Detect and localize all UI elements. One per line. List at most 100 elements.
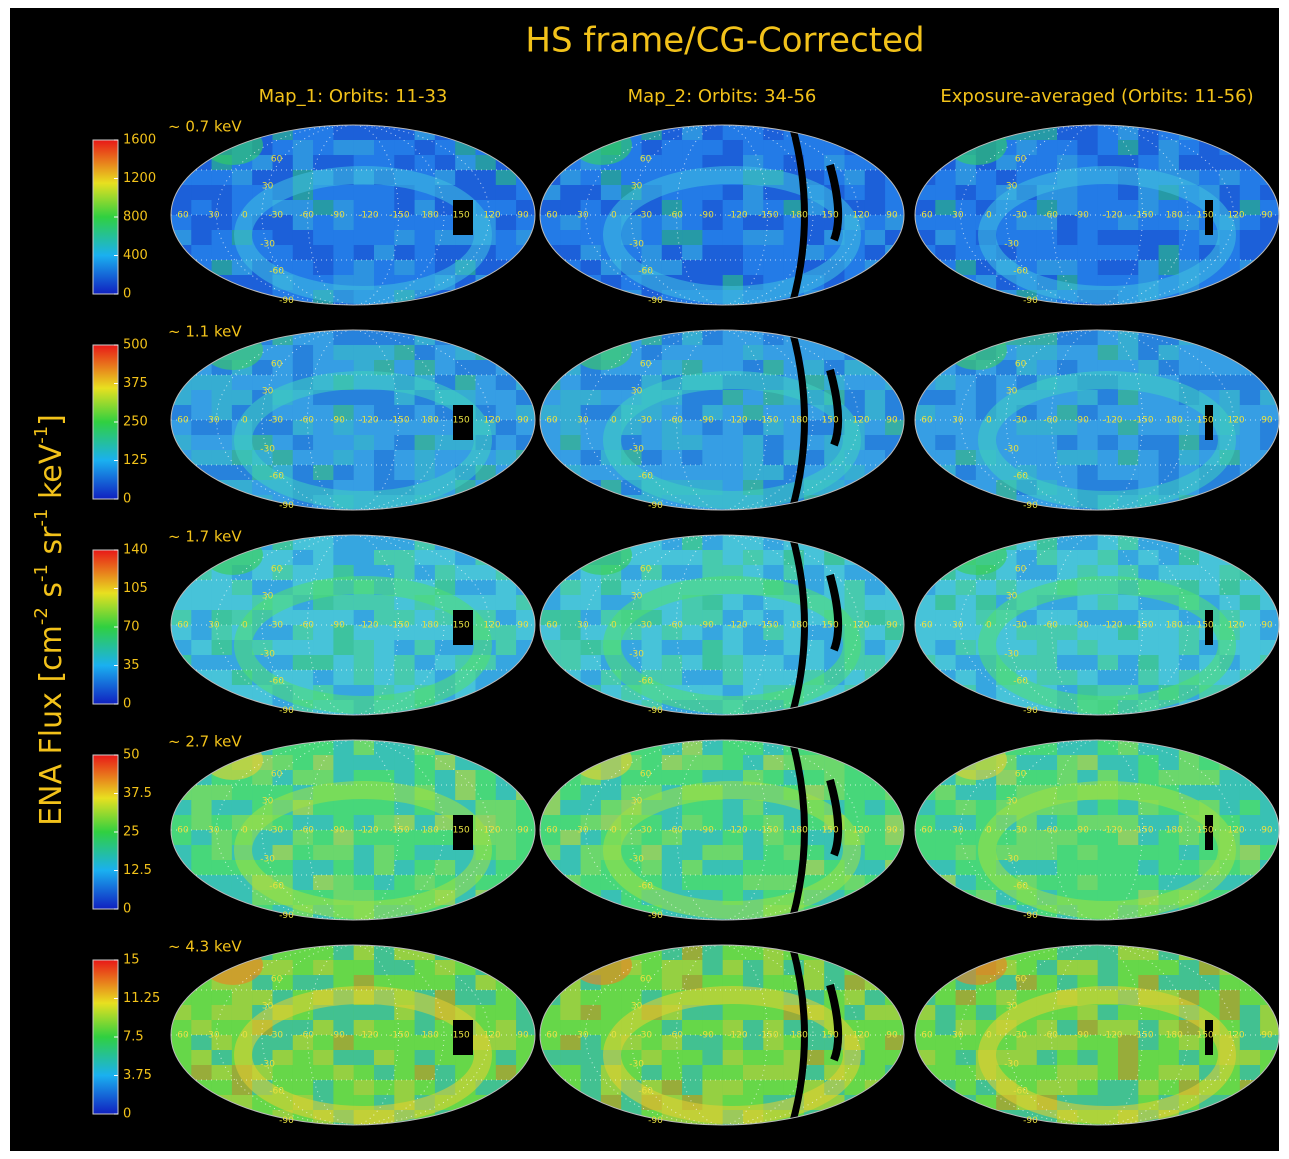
- map-pixel: [292, 140, 314, 155]
- map-pixel: [394, 345, 415, 360]
- map-pixel: [702, 770, 723, 785]
- map-pixel: [1077, 230, 1098, 245]
- map-pixel: [333, 1080, 354, 1095]
- longitude-label: 150: [822, 416, 839, 426]
- map-pixel: [1178, 755, 1200, 770]
- map-pixel: [682, 1065, 703, 1080]
- longitude-label: -60: [299, 621, 314, 631]
- label-part: sr: [34, 526, 69, 564]
- map-pixel: [1036, 465, 1058, 480]
- map-pixel: [641, 960, 662, 975]
- map-pixel: [292, 655, 314, 670]
- map-pixel: [252, 640, 273, 655]
- map-pixel: [803, 975, 825, 990]
- map-pixel: [996, 230, 1017, 245]
- map-pixel: [743, 230, 764, 245]
- map-pixel: [763, 465, 784, 480]
- map-pixel: [955, 450, 976, 465]
- map-pixel: [600, 990, 622, 1005]
- longitude-label: -120: [1102, 621, 1123, 631]
- map-pixel: [1097, 330, 1118, 345]
- map-pixel: [434, 565, 456, 580]
- map-pixel: [1178, 975, 1200, 990]
- longitude-label: 150: [822, 826, 839, 836]
- map-pixel: [252, 580, 273, 595]
- map-pixel: [641, 845, 662, 860]
- meridian: [1005, 330, 1189, 510]
- map-pixel: [864, 170, 886, 185]
- map-pixel: [743, 345, 764, 360]
- map-pixel: [313, 550, 334, 565]
- map-pixel: [394, 640, 415, 655]
- map-pixel: [1057, 405, 1078, 420]
- map-pixel: [722, 800, 743, 815]
- map-pixel: [353, 535, 374, 550]
- map-pixel: [1036, 1065, 1058, 1080]
- map-pixel: [682, 260, 703, 275]
- longitude-label: -120: [1102, 211, 1123, 221]
- map-pixel: [864, 655, 886, 670]
- map-pixel: [560, 610, 581, 625]
- map-pixel: [1097, 450, 1118, 465]
- longitude-label: -60: [299, 1031, 314, 1041]
- map-pixel: [864, 595, 886, 610]
- map-pixel: [1097, 390, 1118, 405]
- map-pixel: [516, 215, 535, 230]
- map-pixel: [641, 1020, 662, 1035]
- map-pixel: [682, 755, 703, 770]
- map-pixel: [682, 670, 703, 685]
- map-pixel: [353, 185, 374, 200]
- data-gap: [826, 368, 843, 447]
- sky-map: [171, 535, 535, 715]
- map-pixel: [374, 215, 395, 230]
- map-pixel: [540, 830, 561, 845]
- colorbar-tick-label: 105: [123, 581, 148, 596]
- longitude-label: 180: [1166, 211, 1183, 221]
- map-pixel: [1178, 960, 1200, 975]
- longitude-label: -90: [1074, 416, 1089, 426]
- map-pixel: [1118, 435, 1139, 450]
- map-pixel: [1178, 420, 1200, 435]
- map-pixel: [1138, 565, 1159, 580]
- map-pixel: [333, 655, 354, 670]
- energy-label: ~ 4.3 keV: [168, 938, 242, 956]
- map-pixel: [272, 155, 293, 170]
- map-pixel: [1077, 1065, 1098, 1080]
- map-pixel: [935, 610, 956, 625]
- map-pixel: [333, 1005, 354, 1020]
- map-pixel: [864, 1035, 886, 1050]
- latitude-label: 30: [262, 1002, 274, 1012]
- map-pixel: [1097, 185, 1118, 200]
- map-pixel: [722, 230, 743, 245]
- map-pixel: [414, 655, 435, 670]
- map-pixel: [394, 435, 415, 450]
- longitude-label: 0: [986, 416, 992, 426]
- map-pixel: [641, 420, 662, 435]
- map-pixel: [333, 405, 354, 420]
- map-pixel: [803, 755, 825, 770]
- map-pixel: [935, 830, 956, 845]
- map-pixel: [621, 375, 642, 390]
- map-pixel: [292, 245, 314, 260]
- meridian: [585, 535, 859, 715]
- map-pixel: [191, 1050, 212, 1065]
- map-pixel: [1158, 640, 1179, 655]
- map-pixel: [560, 1005, 581, 1020]
- map-pixel: [1097, 610, 1118, 625]
- longitude-label: -90: [1074, 826, 1089, 836]
- map-pixel: [1138, 1080, 1159, 1095]
- map-pixel: [495, 860, 517, 875]
- map-pixel: [803, 655, 825, 670]
- map-pixel: [621, 785, 642, 800]
- map-pixel: [1118, 465, 1139, 480]
- map-pixel: [434, 230, 456, 245]
- map-pixel: [1077, 200, 1098, 215]
- map-pixel: [682, 230, 703, 245]
- map-pixel: [1118, 390, 1139, 405]
- meridian: [261, 945, 445, 1125]
- map-pixel: [885, 215, 904, 230]
- map-pixel: [495, 245, 517, 260]
- map-pixel: [955, 435, 976, 450]
- map-pixel: [661, 975, 683, 990]
- latitude-label: 30: [262, 797, 274, 807]
